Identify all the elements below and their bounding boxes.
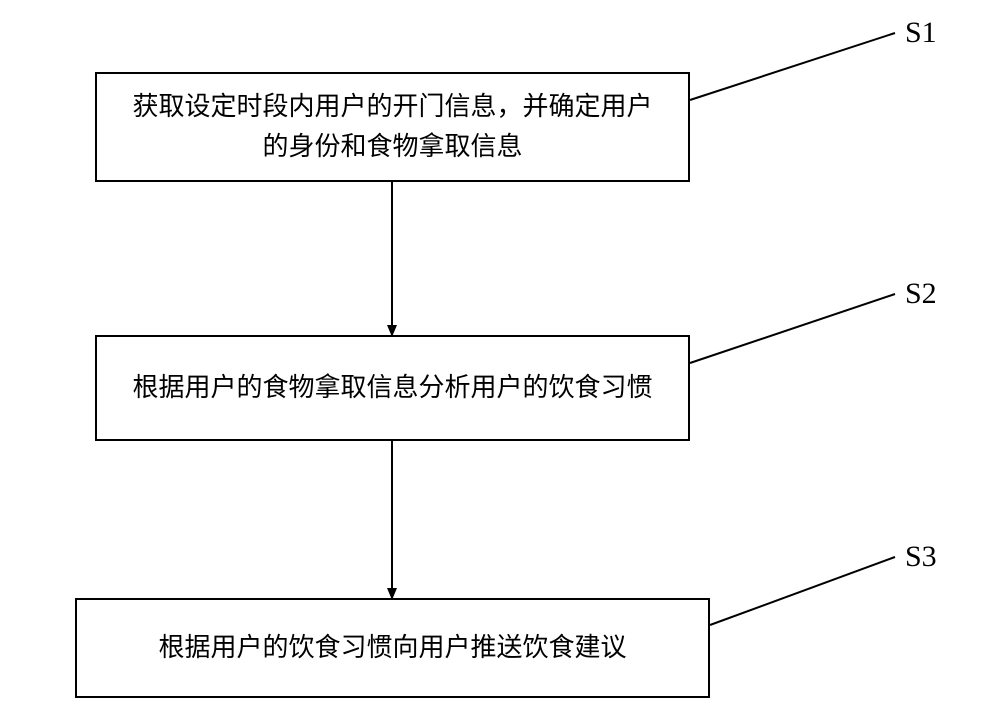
- flow-step-s3: 根据用户的饮食习惯向用户推送饮食建议: [75, 598, 710, 698]
- step-label-s1: S1: [905, 16, 937, 50]
- flow-step-s1: 获取设定时段内用户的开门信息，并确定用户 的身份和食物拿取信息: [95, 72, 690, 182]
- step-label-s3: S3: [905, 540, 937, 574]
- flow-step-text: 获取设定时段内用户的开门信息，并确定用户 的身份和食物拿取信息: [132, 87, 652, 168]
- label-leader-line: [690, 33, 895, 100]
- label-leader-line: [690, 294, 895, 363]
- flow-step-s2: 根据用户的食物拿取信息分析用户的饮食习惯: [95, 335, 690, 441]
- flow-step-text: 根据用户的食物拿取信息分析用户的饮食习惯: [132, 368, 652, 408]
- label-leader-line: [710, 557, 895, 625]
- flowchart-canvas: 获取设定时段内用户的开门信息，并确定用户 的身份和食物拿取信息根据用户的食物拿取…: [0, 0, 1000, 721]
- step-label-s2: S2: [905, 277, 937, 311]
- flow-step-text: 根据用户的饮食习惯向用户推送饮食建议: [158, 628, 626, 668]
